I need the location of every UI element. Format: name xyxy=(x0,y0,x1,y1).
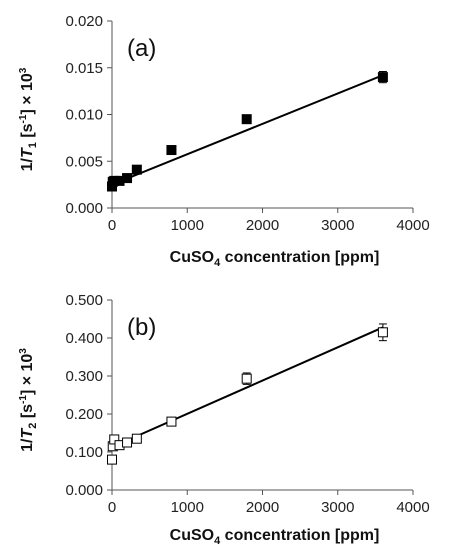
y-tick-label: 0.100 xyxy=(65,444,103,461)
x-tick-label: 2000 xyxy=(246,217,279,234)
panel-label: (b) xyxy=(127,314,156,341)
data-point xyxy=(377,72,388,83)
y-tick-label: 0.015 xyxy=(65,60,103,77)
y-tick-label: 0.400 xyxy=(65,330,103,347)
data-point xyxy=(131,164,142,175)
data-point xyxy=(122,173,133,184)
data-point xyxy=(107,454,117,465)
y-tick-label: 0.300 xyxy=(65,368,103,385)
x-tick-label: 0 xyxy=(108,217,116,234)
y-axis-label: 1/T1 [s-1] × 103 xyxy=(18,67,39,171)
fit-line xyxy=(111,74,384,186)
data-point xyxy=(166,145,177,156)
y-tick-label: 0.010 xyxy=(65,107,103,124)
data-point xyxy=(377,327,388,338)
x-axis-label: CuSO4 concentration [ppm] xyxy=(170,527,380,547)
fit-line xyxy=(111,326,384,448)
data-point xyxy=(122,437,133,448)
y-tick-label: 0.000 xyxy=(65,482,103,499)
y-axis-label: 1/T2 [s-1] × 103 xyxy=(18,348,39,452)
x-tick-label: 3000 xyxy=(321,217,354,234)
data-point xyxy=(241,373,252,384)
y-tick-label: 0.200 xyxy=(65,406,103,423)
y-tick-label: 0.005 xyxy=(65,153,103,170)
x-tick-label: 4000 xyxy=(396,217,429,234)
panel-label: (a) xyxy=(127,35,156,62)
y-tick-label: 0.000 xyxy=(65,200,103,217)
chart-panel-b: 0.000 0.100 0.200 0.300 0.400 0.500 0 1000 2000 3… xyxy=(18,292,430,547)
x-tick-label: 1000 xyxy=(171,499,204,516)
data-point xyxy=(166,416,177,427)
data-point xyxy=(241,114,252,125)
x-axis-label: CuSO4 concentration [ppm] xyxy=(170,249,380,269)
chart-panel-a: 0.000 0.005 0.010 0.015 0.020 0 1000 2000 3000 40… xyxy=(18,13,430,269)
x-tick-label: 1000 xyxy=(171,217,204,234)
data-point xyxy=(131,433,142,444)
y-tick-label: 0.020 xyxy=(65,13,103,30)
y-tick-label: 0.500 xyxy=(65,292,103,309)
x-tick-label: 2000 xyxy=(246,499,279,516)
x-tick-label: 4000 xyxy=(396,499,429,516)
x-tick-label: 0 xyxy=(108,499,116,516)
x-tick-label: 3000 xyxy=(321,499,354,516)
data-point xyxy=(109,434,120,445)
